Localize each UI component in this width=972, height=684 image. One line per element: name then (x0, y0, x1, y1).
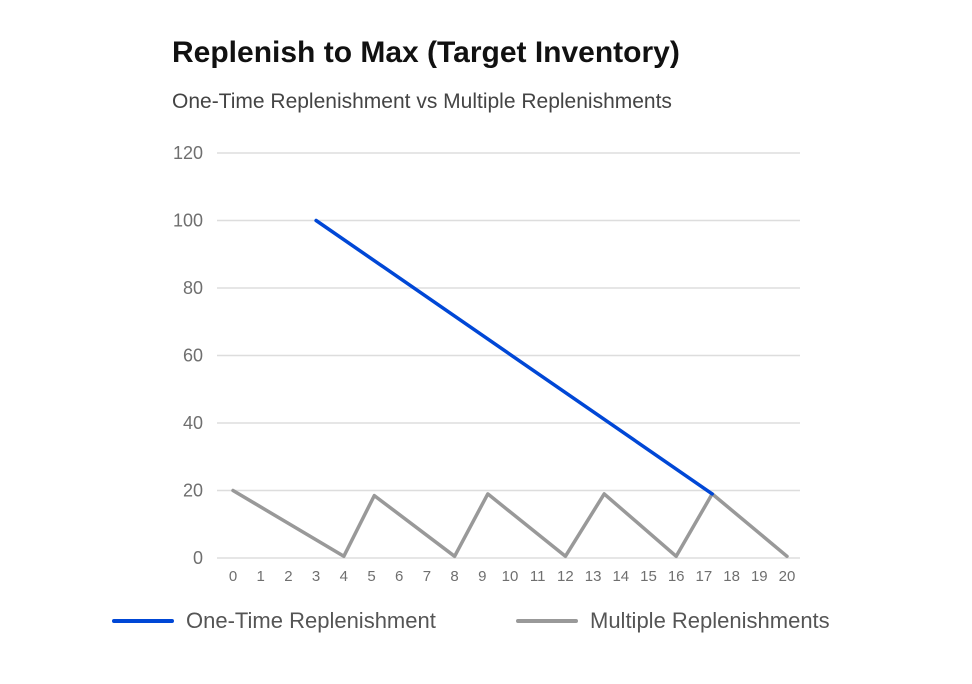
y-axis-ticks: 0 20 40 60 80 100 120 (173, 143, 203, 568)
series-line-one-time-replenishment (314, 218, 714, 496)
x-tick-label-7: 7 (423, 568, 431, 585)
x-tick-label-19: 19 (751, 568, 768, 585)
x-tick-label-16: 16 (668, 568, 685, 585)
x-tick-label-20: 20 (779, 568, 796, 585)
legend-swatch-one-time-replenishment (112, 619, 174, 623)
gridlines (217, 152, 800, 559)
x-tick-label-0: 0 (229, 568, 237, 585)
legend-item-multiple-replenishments[interactable]: Multiple Replenishments (516, 604, 830, 638)
x-tick-label-4: 4 (340, 568, 348, 585)
legend-label-one-time-replenishment: One-Time Replenishment (186, 608, 436, 633)
x-tick-label-18: 18 (723, 568, 740, 585)
x-tick-label-10: 10 (502, 568, 519, 585)
x-tick-label-13: 13 (585, 568, 602, 585)
x-tick-label-3: 3 (312, 568, 320, 585)
x-tick-label-11: 11 (530, 568, 546, 585)
x-tick-label-17: 17 (696, 568, 713, 585)
x-tick-label-1: 1 (257, 568, 265, 585)
x-tick-label-15: 15 (640, 568, 657, 585)
y-tick-label-60: 60 (183, 346, 203, 366)
series-line-multiple-replenishments (231, 488, 789, 559)
y-tick-label-80: 80 (183, 278, 203, 298)
y-tick-label-100: 100 (173, 211, 203, 231)
x-tick-label-8: 8 (450, 568, 458, 585)
x-tick-label-5: 5 (367, 568, 375, 585)
legend-label-multiple-replenishments: Multiple Replenishments (590, 608, 830, 633)
y-tick-label-40: 40 (183, 413, 203, 433)
legend-swatch-multiple-replenishments (516, 619, 578, 623)
chart-subtitle: One-Time Replenishment vs Multiple Reple… (172, 90, 672, 113)
x-tick-label-14: 14 (612, 568, 629, 585)
x-tick-label-9: 9 (478, 568, 486, 585)
x-axis-ticks: 0 1 2 3 4 5 6 7 8 9 10 11 12 13 14 15 16 17 18 19 20 (229, 568, 796, 585)
legend-item-one-time-replenishment[interactable]: One-Time Replenishment (112, 604, 436, 638)
series-lines (231, 218, 789, 559)
x-tick-label-2: 2 (284, 568, 292, 585)
x-tick-label-6: 6 (395, 568, 403, 585)
y-tick-label-0: 0 (193, 548, 203, 568)
y-tick-label-120: 120 (173, 143, 203, 163)
x-tick-label-12: 12 (557, 568, 574, 585)
y-tick-label-20: 20 (183, 481, 203, 501)
legend: One-Time Replenishment Multiple Replenis… (112, 604, 872, 638)
chart-title: Replenish to Max (Target Inventory) (172, 36, 680, 69)
